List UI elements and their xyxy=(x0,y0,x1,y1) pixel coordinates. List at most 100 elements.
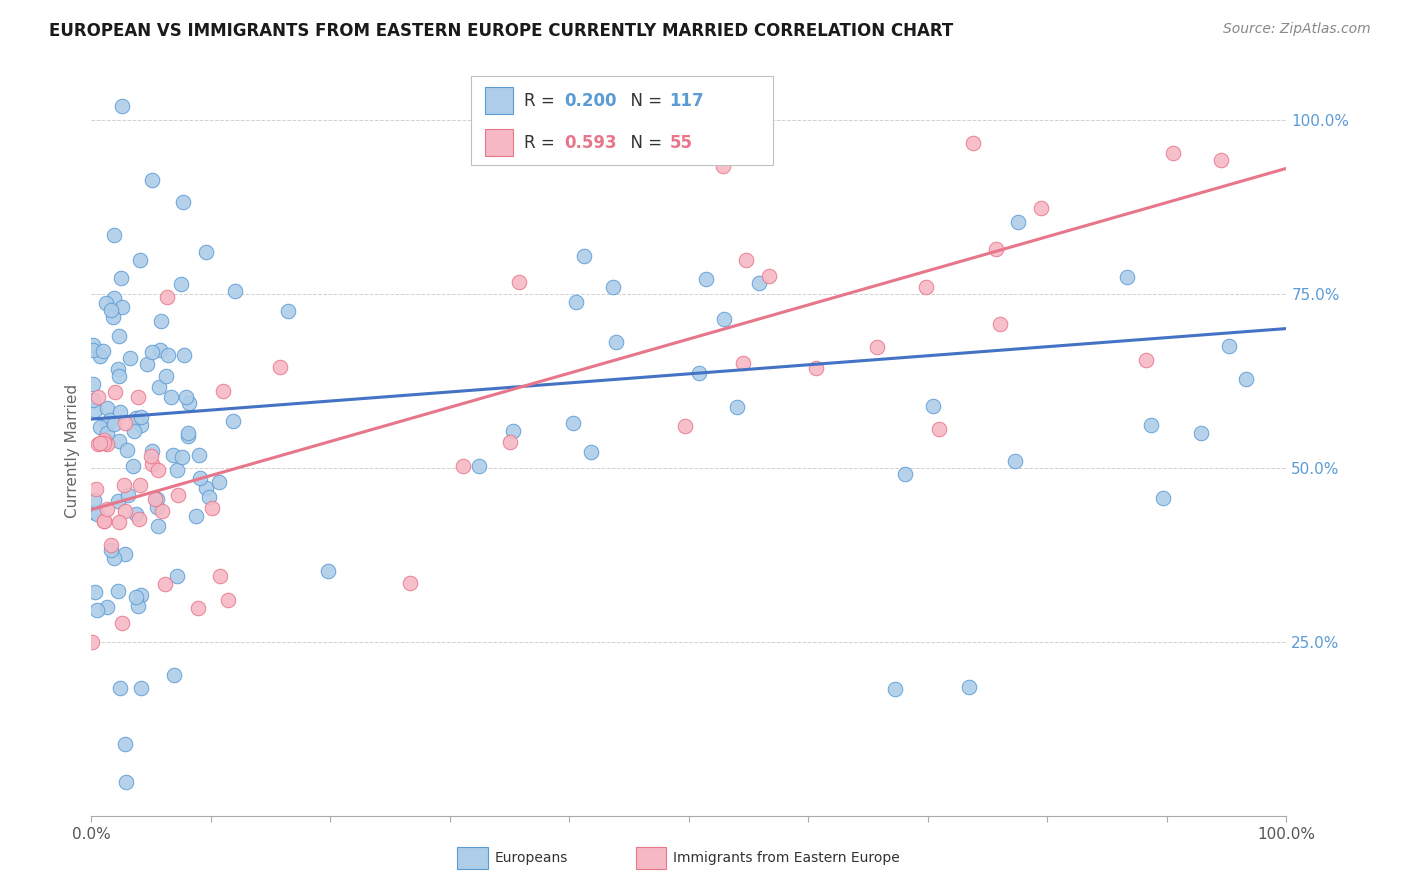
Point xyxy=(139,449,162,463)
Point xyxy=(93,514,115,528)
Point xyxy=(94,295,117,310)
Point xyxy=(508,275,530,289)
Point xyxy=(166,569,188,583)
Point xyxy=(166,463,188,477)
Point xyxy=(115,443,138,458)
Point xyxy=(84,482,107,496)
Point xyxy=(217,593,239,607)
Point xyxy=(141,457,163,471)
Point xyxy=(749,136,772,151)
Point xyxy=(117,488,139,502)
Point xyxy=(988,318,1011,332)
Point xyxy=(84,403,107,417)
Point xyxy=(735,253,758,268)
Point xyxy=(141,173,163,187)
Point xyxy=(695,272,717,286)
Point xyxy=(725,400,748,414)
Point xyxy=(100,542,122,557)
Point xyxy=(673,418,696,433)
Point xyxy=(984,242,1007,256)
Point xyxy=(100,302,122,317)
Point xyxy=(108,329,131,343)
Point xyxy=(222,414,245,428)
Text: 55: 55 xyxy=(669,134,692,152)
Text: 117: 117 xyxy=(669,92,704,110)
Text: EUROPEAN VS IMMIGRANTS FROM EASTERN EUROPE CURRENTLY MARRIED CORRELATION CHART: EUROPEAN VS IMMIGRANTS FROM EASTERN EURO… xyxy=(49,22,953,40)
Point xyxy=(602,279,624,293)
Point xyxy=(128,512,150,526)
Point xyxy=(108,515,131,529)
Point xyxy=(1152,491,1174,506)
Text: Source: ZipAtlas.com: Source: ZipAtlas.com xyxy=(1223,22,1371,37)
Point xyxy=(688,366,710,380)
Point xyxy=(1135,352,1157,367)
Point xyxy=(212,384,235,398)
Point xyxy=(141,444,163,458)
Point xyxy=(83,585,105,599)
Point xyxy=(156,290,179,304)
Point xyxy=(96,437,118,451)
Point xyxy=(141,345,163,359)
Point xyxy=(82,505,104,519)
Point xyxy=(87,437,110,451)
Point xyxy=(208,475,231,489)
Point xyxy=(124,507,146,521)
Point xyxy=(149,343,172,357)
Point xyxy=(122,425,145,439)
Point xyxy=(129,478,152,492)
Point xyxy=(1116,270,1139,285)
Point xyxy=(114,737,136,751)
Point xyxy=(82,635,104,649)
Point xyxy=(111,300,134,314)
Point xyxy=(96,401,118,416)
Point xyxy=(103,417,125,432)
Point xyxy=(145,491,167,506)
Point xyxy=(107,362,129,376)
Point xyxy=(711,159,734,173)
Point xyxy=(110,615,132,630)
Point xyxy=(962,136,984,150)
Point xyxy=(579,445,602,459)
Point xyxy=(86,390,108,404)
Point xyxy=(1007,214,1029,228)
Point xyxy=(122,458,145,473)
Point xyxy=(1189,426,1212,441)
Point xyxy=(91,343,114,358)
Point xyxy=(187,600,209,615)
Point xyxy=(146,491,169,506)
Text: 0.593: 0.593 xyxy=(564,134,616,152)
Point xyxy=(884,682,907,697)
Point xyxy=(112,478,135,492)
Point xyxy=(100,538,122,552)
Point xyxy=(502,424,524,438)
Y-axis label: Currently Married: Currently Married xyxy=(65,384,80,517)
Point xyxy=(1218,339,1240,353)
Point xyxy=(152,504,174,518)
Point xyxy=(135,357,157,371)
Text: Immigrants from Eastern Europe: Immigrants from Eastern Europe xyxy=(673,851,900,865)
Point xyxy=(804,360,827,375)
Point xyxy=(316,564,339,578)
Point xyxy=(1140,417,1163,432)
Point xyxy=(153,577,176,591)
Point xyxy=(277,304,299,318)
Point xyxy=(957,680,980,694)
Point xyxy=(198,491,221,505)
Point xyxy=(148,380,170,394)
Point xyxy=(162,448,184,462)
Point xyxy=(758,268,780,283)
Point xyxy=(107,434,129,449)
Point xyxy=(89,350,111,364)
Point xyxy=(107,584,129,599)
Point xyxy=(170,277,193,292)
Point xyxy=(1209,153,1232,168)
Point xyxy=(149,313,172,327)
Point xyxy=(468,458,491,473)
Point xyxy=(125,410,148,425)
Point xyxy=(921,399,943,413)
Point xyxy=(103,291,125,305)
Point xyxy=(93,433,115,447)
Point xyxy=(157,348,180,362)
Point xyxy=(170,450,193,464)
Point xyxy=(162,668,184,682)
